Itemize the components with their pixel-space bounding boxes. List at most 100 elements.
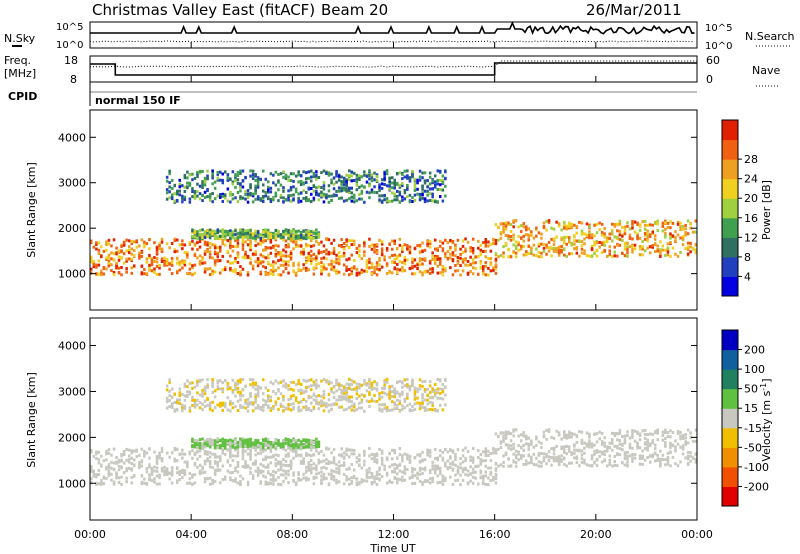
velocity-cell (297, 381, 300, 385)
power-cell (208, 255, 212, 259)
power-cell (183, 195, 187, 199)
power-cell (264, 194, 267, 198)
power-cell (626, 248, 629, 252)
velocity-cell (299, 445, 303, 449)
power-cell (375, 249, 379, 252)
power-cell (477, 239, 480, 243)
velocity-cell (315, 395, 318, 398)
power-cell (471, 248, 475, 252)
velocity-cell (213, 443, 217, 447)
power-cell (251, 232, 255, 236)
power-cell (613, 250, 616, 254)
power-cell (262, 260, 265, 264)
velocity-cell (385, 393, 389, 397)
power-cell (588, 230, 591, 234)
power-cell (439, 183, 442, 187)
power-cell (681, 227, 685, 231)
velocity-cell (279, 460, 283, 464)
power-cell (552, 239, 556, 243)
power-cell (102, 249, 106, 253)
power-cell (459, 264, 462, 268)
power-cell (631, 224, 634, 228)
velocity-cell (234, 477, 237, 481)
velocity-cell (345, 386, 348, 390)
power-cell (358, 174, 361, 178)
power-cell (327, 250, 331, 254)
power-cell (423, 257, 427, 261)
velocity-cell (181, 456, 184, 460)
velocity-cell (221, 381, 224, 385)
power-cell (502, 255, 505, 259)
power-cell (315, 193, 318, 197)
power-cell (115, 266, 118, 269)
velocity-cell (375, 454, 379, 457)
velocity-cell (249, 442, 252, 446)
velocity-cell (388, 408, 391, 412)
nsky-label: N.Sky (4, 32, 36, 45)
power-cell (669, 234, 672, 238)
power-cell (345, 243, 348, 247)
power-cell (570, 226, 573, 230)
power-cell (337, 178, 341, 182)
velocity-cell (426, 479, 429, 483)
power-cell (385, 247, 389, 250)
power-cell (322, 256, 326, 260)
power-cell (251, 176, 255, 180)
power-cell (305, 191, 308, 194)
power-cell (282, 270, 285, 274)
velocity-cell (494, 448, 498, 452)
y-tick-label: 4000 (58, 131, 86, 144)
power-cell (191, 266, 194, 270)
power-cell (654, 250, 657, 254)
velocity-cell (302, 459, 305, 463)
velocity-cell (193, 405, 197, 409)
power-cell (246, 200, 250, 204)
velocity-cell (153, 465, 156, 469)
power-cell (588, 232, 591, 236)
power-cell (461, 244, 465, 248)
power-cell (148, 266, 151, 270)
power-cell (320, 195, 323, 199)
velocity-cell (398, 478, 402, 481)
power-cell (229, 200, 232, 204)
power-cell (431, 179, 434, 183)
velocity-cell (289, 380, 293, 384)
velocity-cell (246, 409, 250, 413)
velocity-cell (267, 438, 270, 441)
power-cell (259, 233, 262, 236)
velocity-cell (535, 435, 538, 439)
velocity-cell (292, 402, 295, 406)
power-cell (289, 194, 293, 197)
velocity-cell (509, 464, 513, 468)
power-cell (315, 228, 318, 232)
velocity-cell (494, 477, 498, 481)
power-cell (125, 270, 128, 274)
velocity-cell (274, 464, 278, 468)
power-cell (282, 170, 285, 174)
power-cell (507, 221, 510, 225)
power-cell (284, 239, 288, 243)
velocity-cell (454, 473, 457, 477)
velocity-cell (262, 403, 265, 407)
velocity-cell (570, 451, 573, 455)
power-cell (178, 193, 181, 197)
power-cell (201, 199, 204, 203)
velocity-cell (239, 378, 242, 382)
power-cell (203, 267, 207, 271)
velocity-cell (165, 388, 169, 392)
velocity-cell (203, 442, 207, 445)
power-cell (176, 256, 179, 260)
velocity-cell (411, 482, 414, 485)
power-cell (563, 221, 566, 225)
velocity-cell (527, 442, 530, 446)
power-cell (284, 232, 288, 236)
power-cell (168, 172, 171, 176)
power-cell (580, 247, 584, 251)
power-cell (274, 170, 278, 174)
power-cell (279, 183, 283, 187)
velocity-cell (502, 437, 505, 441)
velocity-cell (573, 444, 576, 448)
velocity-cell (249, 400, 252, 404)
power-cell (509, 230, 513, 233)
velocity-cell (125, 458, 128, 462)
